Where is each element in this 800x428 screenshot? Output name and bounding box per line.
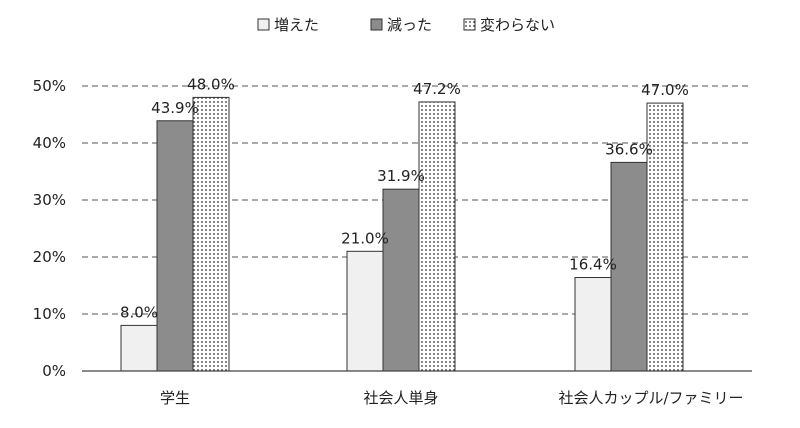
- data-label: 16.4%: [569, 256, 617, 274]
- category-label: 社会人カップル/ファミリー: [558, 389, 743, 407]
- bar-unchanged: [646, 102, 684, 372]
- y-tick-label: 30%: [33, 191, 66, 209]
- data-label: 36.6%: [605, 140, 653, 158]
- bar-unchanged: [418, 101, 456, 372]
- y-axis: 0% 10% 20% 30% 40% 50%: [33, 77, 66, 380]
- y-tick-label: 40%: [33, 134, 66, 152]
- data-label: 43.9%: [151, 99, 199, 117]
- legend-label: 増えた: [274, 16, 319, 34]
- bar-decreased: [156, 120, 194, 372]
- bar-decreased: [610, 161, 648, 372]
- data-label: 47.0%: [641, 81, 689, 99]
- y-tick-label: 20%: [33, 248, 66, 266]
- data-labels: 8.0% 43.9% 48.0% 21.0% 31.9% 47.2% 16.4% 36.6% 4…: [120, 75, 689, 321]
- data-label: 31.9%: [377, 167, 425, 185]
- data-label: 47.2%: [413, 80, 461, 98]
- y-tick-label: 0%: [42, 362, 66, 380]
- data-label: 8.0%: [120, 303, 158, 321]
- x-axis: 学生 社会人単身 社会人カップル/ファミリー: [82, 370, 752, 407]
- legend-swatch: [463, 18, 476, 31]
- y-tick-label: 50%: [33, 77, 66, 95]
- legend: 増えた 減った 変わらない: [257, 16, 555, 34]
- bar-increased: [120, 324, 158, 372]
- data-label: 21.0%: [341, 229, 389, 247]
- bar-increased: [346, 250, 384, 372]
- bar-decreased: [382, 188, 420, 372]
- bar-unchanged: [192, 96, 230, 372]
- y-tick-label: 10%: [33, 305, 66, 323]
- bars: [120, 96, 684, 372]
- data-label: 48.0%: [187, 75, 235, 93]
- legend-swatch: [257, 18, 270, 31]
- bar-increased: [574, 277, 612, 372]
- category-label: 社会人単身: [363, 389, 438, 407]
- category-label: 学生: [160, 389, 190, 407]
- legend-label: 変わらない: [480, 16, 555, 34]
- legend-swatch: [370, 18, 383, 31]
- legend-label: 減った: [387, 16, 432, 34]
